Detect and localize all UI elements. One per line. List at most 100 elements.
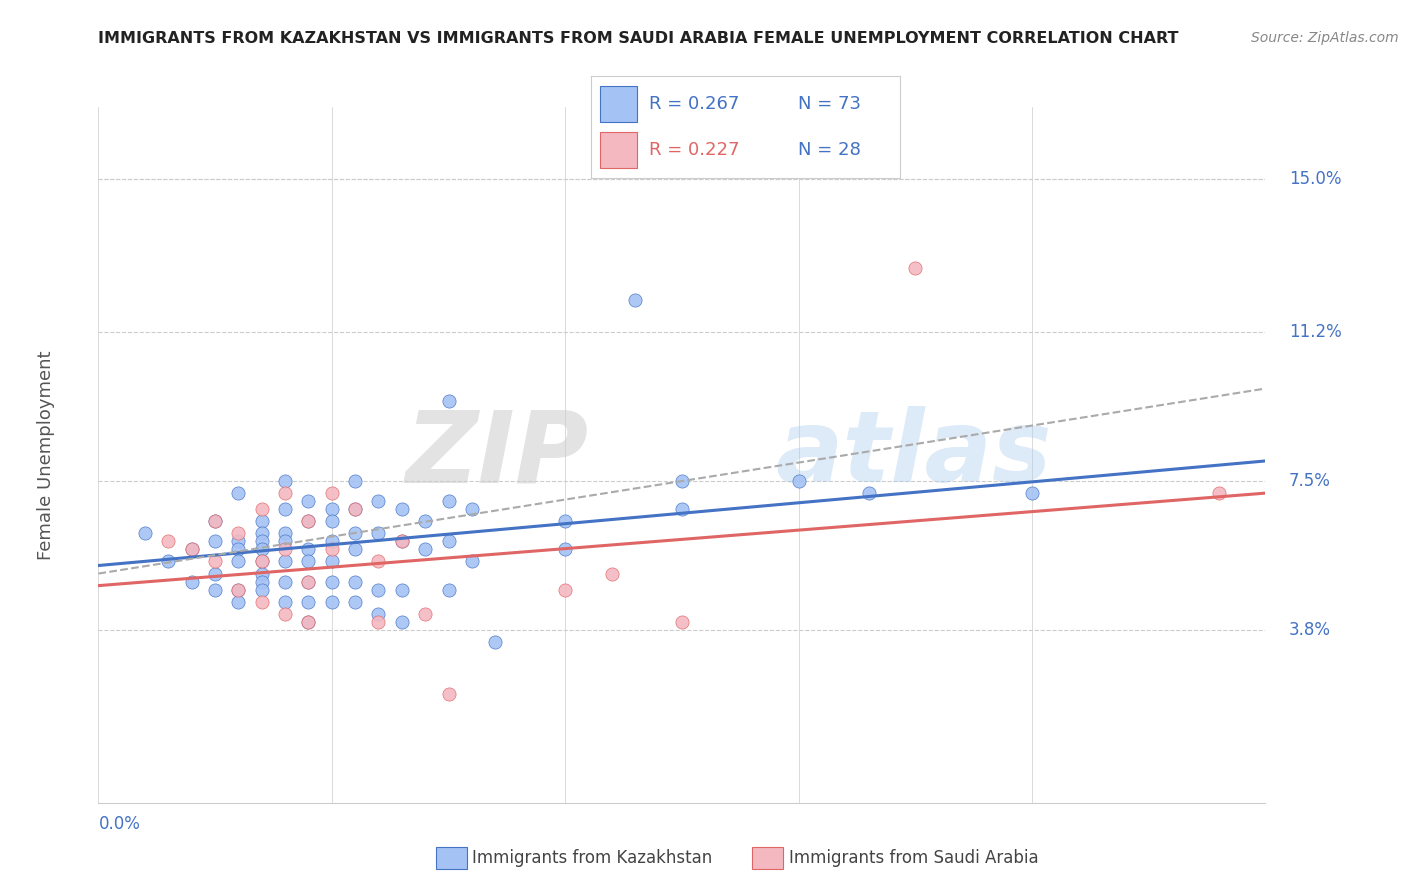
Text: 15.0%: 15.0% — [1289, 170, 1341, 188]
Point — [297, 514, 319, 528]
Point — [1208, 486, 1230, 500]
Text: Immigrants from Saudi Arabia: Immigrants from Saudi Arabia — [789, 849, 1039, 867]
Point — [413, 607, 436, 621]
Point — [204, 554, 226, 568]
Point — [180, 574, 202, 589]
Point — [134, 526, 156, 541]
Text: 11.2%: 11.2% — [1289, 323, 1341, 342]
Point — [250, 502, 273, 516]
Point — [250, 574, 273, 589]
Text: 3.8%: 3.8% — [1289, 621, 1330, 639]
Point — [321, 595, 343, 609]
Point — [228, 542, 250, 557]
Point — [250, 542, 273, 557]
Point — [297, 595, 319, 609]
Point — [437, 582, 460, 597]
Point — [484, 635, 506, 649]
Point — [157, 534, 180, 549]
Point — [554, 582, 576, 597]
Point — [297, 542, 319, 557]
Point — [204, 514, 226, 528]
Point — [321, 534, 343, 549]
Point — [228, 582, 250, 597]
Point — [671, 615, 693, 629]
Point — [297, 494, 319, 508]
Text: ZIP: ZIP — [405, 407, 589, 503]
Text: Source: ZipAtlas.com: Source: ZipAtlas.com — [1251, 31, 1399, 45]
Point — [391, 502, 413, 516]
Text: atlas: atlas — [775, 407, 1052, 503]
Point — [437, 494, 460, 508]
Point — [391, 582, 413, 597]
Point — [250, 526, 273, 541]
Point — [344, 595, 367, 609]
Point — [344, 542, 367, 557]
Point — [180, 542, 202, 557]
Point — [321, 542, 343, 557]
Point — [671, 502, 693, 516]
Point — [228, 526, 250, 541]
Point — [228, 582, 250, 597]
Point — [904, 260, 927, 275]
Point — [297, 615, 319, 629]
Point — [461, 502, 484, 516]
FancyBboxPatch shape — [600, 132, 637, 168]
Point — [274, 474, 297, 488]
Point — [204, 534, 226, 549]
Text: 0.0%: 0.0% — [98, 815, 141, 833]
Point — [250, 534, 273, 549]
Point — [250, 595, 273, 609]
Point — [274, 542, 297, 557]
Point — [228, 595, 250, 609]
Point — [204, 566, 226, 581]
Text: Immigrants from Kazakhstan: Immigrants from Kazakhstan — [472, 849, 713, 867]
Point — [554, 542, 576, 557]
Point — [461, 554, 484, 568]
Text: N = 73: N = 73 — [797, 95, 860, 112]
Point — [391, 534, 413, 549]
Point — [1021, 486, 1043, 500]
Text: Female Unemployment: Female Unemployment — [37, 351, 55, 559]
Point — [413, 514, 436, 528]
Text: IMMIGRANTS FROM KAZAKHSTAN VS IMMIGRANTS FROM SAUDI ARABIA FEMALE UNEMPLOYMENT C: IMMIGRANTS FROM KAZAKHSTAN VS IMMIGRANTS… — [98, 31, 1178, 46]
Point — [250, 582, 273, 597]
Text: 7.5%: 7.5% — [1289, 472, 1330, 490]
Point — [321, 502, 343, 516]
Point — [274, 574, 297, 589]
Point — [858, 486, 880, 500]
Point — [274, 554, 297, 568]
Point — [344, 502, 367, 516]
Point — [344, 502, 367, 516]
Point — [274, 526, 297, 541]
Point — [321, 574, 343, 589]
Point — [344, 574, 367, 589]
Point — [367, 554, 389, 568]
Point — [600, 566, 623, 581]
Point — [321, 514, 343, 528]
Point — [437, 393, 460, 408]
Point — [367, 526, 389, 541]
Point — [413, 542, 436, 557]
Point — [391, 615, 413, 629]
Point — [250, 514, 273, 528]
Point — [274, 486, 297, 500]
Point — [274, 607, 297, 621]
Point — [437, 534, 460, 549]
Point — [204, 582, 226, 597]
Point — [367, 615, 389, 629]
Point — [297, 574, 319, 589]
Text: N = 28: N = 28 — [797, 141, 860, 159]
Point — [180, 542, 202, 557]
Text: R = 0.227: R = 0.227 — [650, 141, 740, 159]
Point — [367, 607, 389, 621]
Point — [437, 687, 460, 701]
Point — [274, 534, 297, 549]
Point — [391, 534, 413, 549]
Point — [274, 595, 297, 609]
Text: R = 0.267: R = 0.267 — [650, 95, 740, 112]
FancyBboxPatch shape — [600, 87, 637, 122]
Point — [274, 502, 297, 516]
Point — [228, 554, 250, 568]
Point — [367, 494, 389, 508]
Point — [297, 554, 319, 568]
